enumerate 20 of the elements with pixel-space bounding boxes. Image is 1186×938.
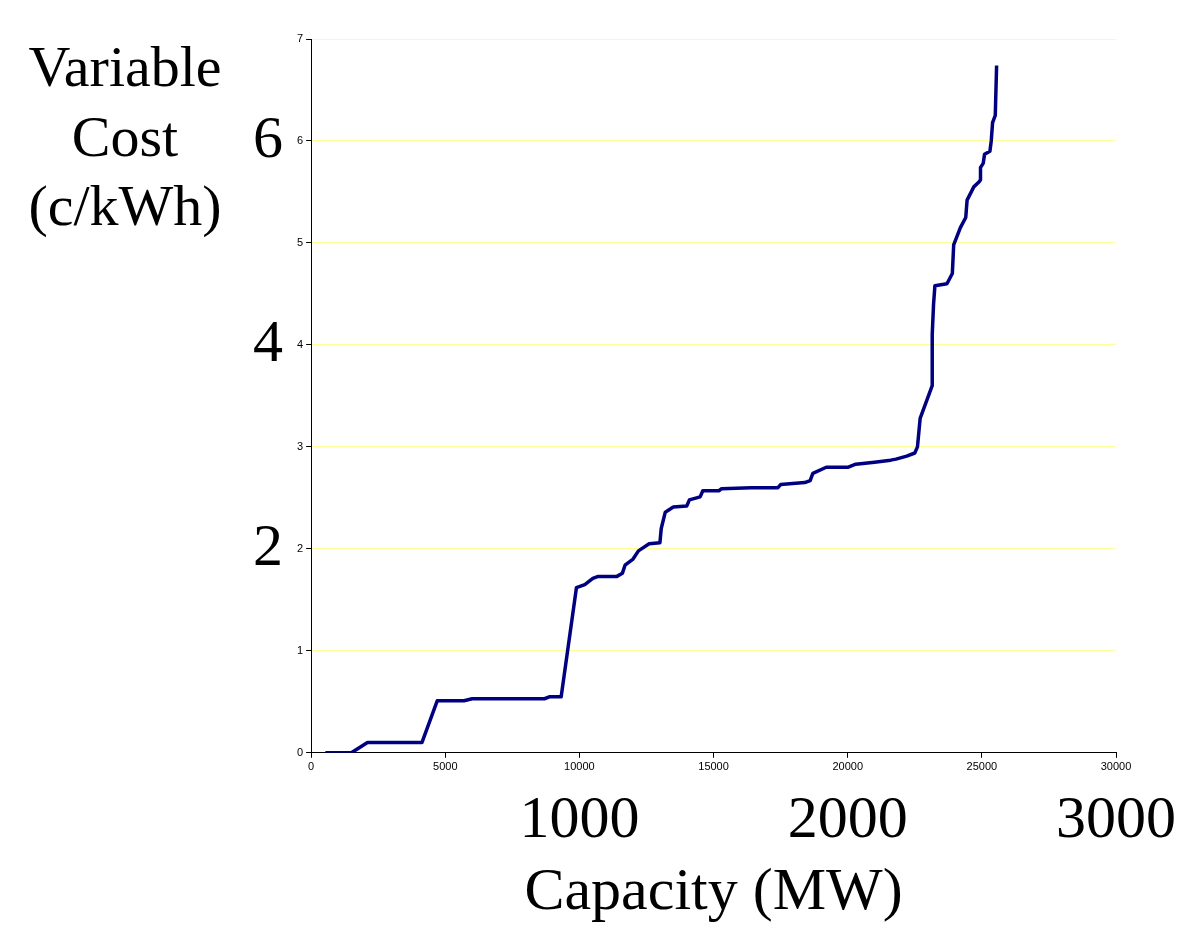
x2-tick-label: 1000 (519, 783, 640, 850)
x2-tick-label: 2000 (787, 783, 908, 850)
y2-axis-title: Variable Cost (c/kWh) (27, 33, 223, 241)
x-tick-label: 0 (308, 760, 315, 773)
x-tick-label: 10000 (564, 760, 595, 773)
x-tick-label: 20000 (832, 760, 863, 773)
x2-tick-label: 3000 (1056, 783, 1176, 850)
y-tick-label: 3 (296, 439, 304, 452)
x-tick-label: 30000 (1100, 760, 1132, 773)
x-tick-label: 5000 (433, 760, 458, 773)
y-tick-label: 6 (296, 134, 304, 146)
x-axis-title: Capacity (MW) (524, 855, 903, 922)
y-tick-label: 4 (296, 337, 304, 350)
y-tick-label: 5 (296, 235, 304, 248)
x-tick-label: 15000 (698, 760, 729, 773)
y-tick-label: 1 (296, 643, 304, 656)
y-tick-label: 0 (296, 745, 304, 758)
y-tick-label: 2 (296, 541, 304, 554)
y-tick-label: 7 (296, 32, 304, 45)
x-tick-label: 25000 (966, 760, 998, 773)
